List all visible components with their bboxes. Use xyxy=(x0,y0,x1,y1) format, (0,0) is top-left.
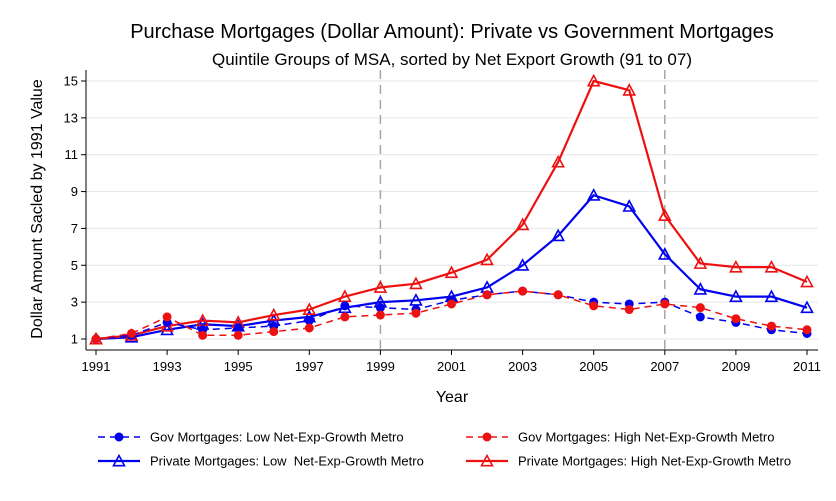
data-point xyxy=(482,290,492,300)
chart-subtitle: Quintile Groups of MSA, sorted by Net Ex… xyxy=(212,50,692,69)
data-point xyxy=(729,289,743,303)
data-point xyxy=(195,313,210,327)
data-point xyxy=(622,199,637,212)
reference-lines xyxy=(379,70,666,350)
data-point xyxy=(515,258,530,271)
y-tick-label: 5 xyxy=(71,258,78,273)
legend-item: Gov Mortgages: High Net-Exp-Growth Metro xyxy=(466,430,774,445)
x-axis-title: Year xyxy=(436,389,469,406)
legend-label: Private Mortgages: High Net-Exp-Growth M… xyxy=(518,454,791,469)
data-point xyxy=(375,310,385,320)
data-point xyxy=(695,312,705,322)
legend: Gov Mortgages: Low Net-Exp-Growth Metro G… xyxy=(98,430,791,469)
legend-marker xyxy=(480,453,494,467)
data-point xyxy=(589,301,599,311)
data-point xyxy=(480,252,494,266)
data-point xyxy=(409,293,423,306)
gridlines xyxy=(86,80,818,340)
data-point xyxy=(622,83,637,96)
x-tick-label: 2003 xyxy=(508,359,537,374)
legend-item: Private Mortgages: Low Net-Exp-Growth Me… xyxy=(98,454,424,469)
x-tick-label: 2011 xyxy=(793,359,821,374)
legend-marker xyxy=(112,453,126,467)
data-point xyxy=(624,305,634,315)
y-axis-title: Dollar Amount Sacled by 1991 Value xyxy=(29,79,46,339)
data-point xyxy=(160,322,174,336)
data-point xyxy=(553,290,563,300)
data-point xyxy=(657,208,672,222)
y-tick-label: 1 xyxy=(71,332,78,347)
x-tick-label: 2009 xyxy=(721,359,750,374)
data-point xyxy=(127,328,137,338)
data-point xyxy=(551,228,565,242)
data-point xyxy=(447,299,456,309)
data-point xyxy=(162,312,172,322)
data-point xyxy=(515,217,530,231)
data-point xyxy=(198,330,208,340)
data-point xyxy=(444,265,459,279)
data-point xyxy=(764,259,779,273)
x-tick-label: 2007 xyxy=(650,359,679,374)
legend-label: Gov Mortgages: High Net-Exp-Growth Metro xyxy=(518,430,774,445)
data-point xyxy=(764,289,779,303)
data-point xyxy=(657,247,672,260)
data-point xyxy=(693,256,708,269)
data-point xyxy=(518,286,528,296)
data-point xyxy=(800,274,814,288)
data-point xyxy=(304,323,314,333)
y-tick-label: 3 xyxy=(71,295,78,310)
data-point xyxy=(233,330,243,340)
data-point xyxy=(302,302,317,315)
data-point xyxy=(586,188,601,201)
legend-label: Private Mortgages: Low Net-Exp-Growth Me… xyxy=(150,454,424,469)
series-line xyxy=(95,79,808,341)
data-point xyxy=(731,314,741,324)
y-tick-label: 11 xyxy=(65,147,79,162)
y-tick-label: 15 xyxy=(64,74,78,89)
data-point xyxy=(375,303,385,313)
legend-label: Gov Mortgages: Low Net-Exp-Growth Metro xyxy=(150,430,404,445)
data-point xyxy=(409,276,423,290)
x-tick-label: 1995 xyxy=(224,359,253,374)
data-point xyxy=(551,154,565,168)
x-tick-label: 2005 xyxy=(579,359,608,374)
x-tick-label: 1997 xyxy=(295,359,324,374)
data-point xyxy=(269,327,279,337)
data-point xyxy=(586,73,601,87)
y-tick-label: 7 xyxy=(71,221,78,236)
chart-title: Purchase Mortgages (Dollar Amount): Priv… xyxy=(130,21,774,43)
legend-item: Private Mortgages: High Net-Exp-Growth M… xyxy=(466,454,791,469)
data-point xyxy=(338,289,352,303)
series-2 xyxy=(91,286,812,344)
series-layer xyxy=(89,73,814,345)
data-point xyxy=(266,307,281,321)
x-tick-label: 2001 xyxy=(437,359,466,374)
data-point xyxy=(411,308,421,318)
legend-item: Gov Mortgages: Low Net-Exp-Growth Metro xyxy=(98,430,404,445)
data-point xyxy=(340,301,350,311)
x-tick-label: 1993 xyxy=(153,359,182,374)
x-tick-label: 1999 xyxy=(366,359,395,374)
data-point xyxy=(233,323,243,333)
data-point xyxy=(800,300,814,314)
data-point xyxy=(695,303,705,313)
data-point xyxy=(729,259,743,273)
data-point xyxy=(660,299,670,309)
legend-marker xyxy=(114,432,124,442)
data-point xyxy=(802,325,812,335)
y-tick-label: 9 xyxy=(71,184,78,199)
data-point xyxy=(304,316,314,326)
x-tick-label: 1991 xyxy=(82,359,111,374)
data-point xyxy=(766,321,776,331)
data-point xyxy=(91,334,101,344)
y-tick-label: 13 xyxy=(64,110,78,125)
legend-marker xyxy=(482,432,492,442)
data-point xyxy=(373,280,388,293)
data-point xyxy=(693,282,708,295)
data-point xyxy=(340,312,350,322)
